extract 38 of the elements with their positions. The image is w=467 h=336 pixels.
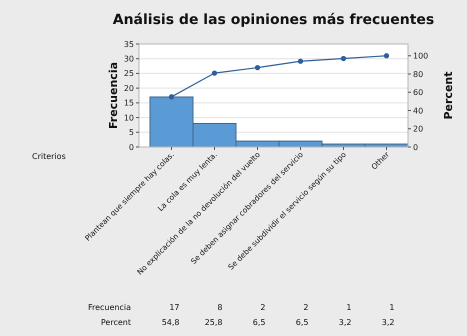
y-tick-label: 35 [124,40,134,49]
y-tick-label: 0 [128,142,134,152]
point [254,64,260,70]
point [340,56,346,62]
y2-tick-label: 0 [413,142,418,152]
data-label: 2 [303,303,308,312]
y-tick-label: 20 [124,84,134,93]
x-axis-title: Criterios [32,152,66,161]
y2-tick-label: 40 [413,106,424,116]
chart-title: Análisis de las opiniones más frecuentes [112,12,434,28]
data-label: 17 [169,303,180,312]
data-label: 1 [389,303,394,312]
y2-tick-label: 80 [413,70,424,79]
point [212,70,218,76]
y-tick-label: 15 [124,98,134,108]
text: Percent [100,318,131,327]
data-label: 8 [217,303,222,312]
y-tick-label: 5 [128,128,134,138]
y2-tick-label: 100 [413,52,428,61]
text: 3,2 [382,318,394,327]
data-label: 2 [260,303,266,312]
point [168,94,174,100]
point [384,53,390,58]
text: 25,8 [204,318,222,327]
text: 3,2 [338,318,352,327]
y2-tick-label: 60 [413,88,424,98]
y-tick-label: 10 [124,113,134,122]
y2-axis-title: Percent [442,71,455,120]
y-axis-title: Frecuencia [107,62,120,130]
text: Frecuencia [88,303,132,312]
text: 6,5 [252,318,266,327]
point [298,58,304,64]
text: 6,5 [296,318,308,327]
y-tick-label: 25 [124,69,134,78]
y-tick-label: 30 [124,54,134,64]
data-label: 1 [346,303,352,312]
y2-tick-label: 20 [413,124,424,134]
text: 54,8 [162,318,180,327]
